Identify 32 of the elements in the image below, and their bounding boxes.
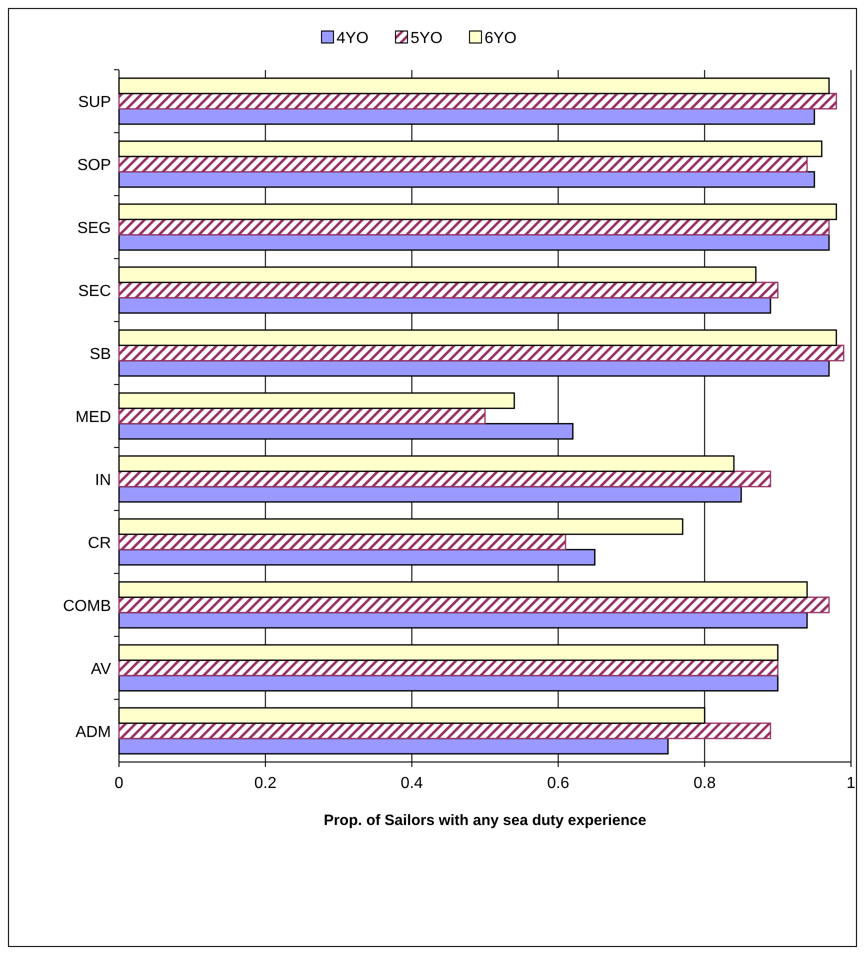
x-tick-label: 0.8 xyxy=(693,775,716,792)
x-axis-title: Prop. of Sailors with any sea duty experience xyxy=(324,812,646,829)
bar xyxy=(118,344,844,362)
y-tick-label: COMB xyxy=(63,598,111,615)
x-tick-label: 1 xyxy=(846,775,856,792)
y-tick-label: MED xyxy=(75,409,111,426)
x-tick-label: 0 xyxy=(114,775,124,792)
y-tick-label: SB xyxy=(90,346,111,364)
bar xyxy=(118,282,778,298)
legend-label: 4YO xyxy=(336,30,369,47)
bar xyxy=(118,722,772,740)
legend-label: 5YO xyxy=(410,30,443,47)
bar xyxy=(118,156,808,172)
bar xyxy=(118,470,772,488)
bar xyxy=(118,92,838,110)
bar xyxy=(118,408,486,424)
bar xyxy=(118,660,778,676)
bar xyxy=(118,596,830,614)
y-tick-label: CR xyxy=(88,534,111,552)
bar xyxy=(118,534,566,550)
x-tick-label: 0.4 xyxy=(400,775,424,792)
y-tick-label: IN xyxy=(95,472,111,489)
y-tick-label: SEC xyxy=(78,283,111,300)
y-tick-label: AV xyxy=(90,660,112,678)
y-tick-label: SOP xyxy=(77,157,111,174)
y-tick-label: ADM xyxy=(75,724,111,741)
y-tick-label: SUP xyxy=(78,94,111,112)
y-tick-label: SEG xyxy=(77,220,111,238)
x-tick-label: 0.2 xyxy=(254,775,277,792)
bar xyxy=(118,218,830,236)
x-tick-label: 0.6 xyxy=(547,775,570,792)
legend-label: 6YO xyxy=(484,30,517,47)
